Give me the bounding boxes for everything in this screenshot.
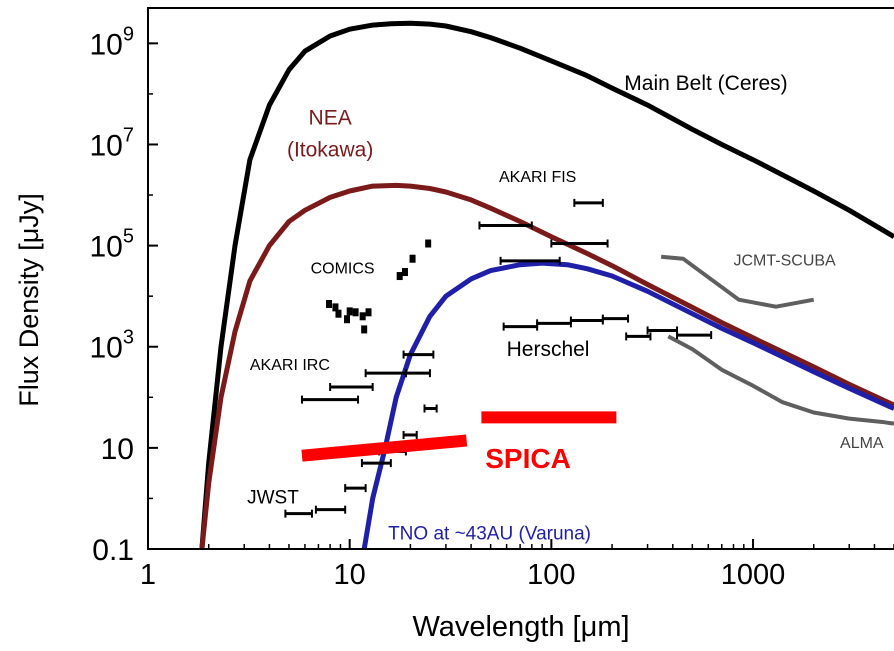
sensitivity-segment — [478, 221, 533, 230]
sensitivity-layer — [284, 198, 713, 518]
annotation-layer: Main Belt (Ceres) NEA (Itokawa) AKARI FIS CO… — [247, 72, 884, 544]
annotation-label: AKARI FIS — [499, 169, 576, 186]
instrument-layer — [660, 254, 894, 426]
annotation-label: TNO at ~43AU (Varuna) — [388, 523, 591, 544]
sensitivity-segment — [601, 314, 630, 323]
x-tick-label: 1 — [140, 559, 156, 591]
x-tick-label: 100 — [527, 559, 575, 591]
annotation-label: Herschel — [507, 338, 590, 361]
x-tick-label: 10 — [334, 559, 366, 591]
sensitivity-segment — [402, 350, 435, 359]
x-axis-ticks: 1 10 100 1000 — [140, 539, 894, 591]
y-tick-base: 10 — [90, 28, 123, 61]
x-axis-label: Wavelength [μm] — [412, 611, 629, 643]
sensitivity-segment — [314, 505, 347, 514]
y-axis-label: Flux Density [μJy] — [14, 193, 44, 407]
spica-layer — [301, 411, 617, 462]
annotation-label: (Itokawa) — [287, 138, 373, 161]
comics-point — [361, 325, 368, 334]
sensitivity-segment — [569, 316, 604, 325]
x-tick-label: 1000 — [721, 559, 786, 591]
spica-sensitivity-line — [301, 434, 468, 462]
y-tick-exponent: 3 — [123, 327, 134, 349]
series-line-0 — [199, 20, 894, 549]
sensitivity-segment — [502, 322, 539, 331]
comics-point — [344, 315, 351, 324]
comics-point — [326, 300, 333, 309]
comics-point — [335, 309, 342, 318]
comics-point — [346, 307, 353, 316]
annotation-label: ALMA — [840, 435, 884, 452]
comics-point — [352, 308, 359, 317]
y-tick-label: 109 — [90, 23, 135, 61]
annotation-label: SPICA — [485, 443, 571, 474]
sensitivity-segment — [676, 331, 713, 340]
y-tick-base: 10 — [90, 231, 123, 264]
sensitivity-segment — [573, 198, 604, 207]
series-line-2 — [361, 260, 894, 549]
y-tick-base: 0.1 — [92, 534, 134, 567]
plot-frame — [147, 7, 894, 550]
y-tick-label: 105 — [90, 226, 135, 264]
sensitivity-segment — [499, 256, 561, 265]
comics-point — [425, 239, 432, 248]
instrument-curve-1 — [667, 334, 894, 426]
sensitivity-segment — [300, 395, 360, 404]
comics-point — [359, 312, 366, 321]
annotation-label: Main Belt (Ceres) — [624, 72, 787, 95]
sensitivity-segment — [625, 332, 652, 341]
sensitivity-segment — [550, 239, 609, 248]
y-tick-exponent: 9 — [123, 23, 134, 45]
sensitivity-segment — [344, 484, 367, 493]
y-tick-label: 10 — [101, 433, 134, 466]
y-tick-label: 103 — [90, 327, 135, 365]
sensitivity-segment — [402, 430, 418, 439]
sensitivity-segment — [284, 509, 313, 518]
sensitivity-segment — [360, 459, 392, 468]
sensitivity-segment — [536, 319, 572, 328]
comics-point — [396, 272, 403, 281]
y-tick-base: 10 — [90, 332, 123, 365]
comics-point — [401, 268, 408, 277]
annotation-label: AKARI IRC — [250, 357, 330, 374]
annotation-label: JWST — [247, 487, 299, 508]
annotation-label: NEA — [309, 106, 352, 129]
comics-point — [409, 254, 416, 263]
y-tick-base: 10 — [90, 129, 123, 162]
y-tick-label: 107 — [90, 124, 135, 162]
comics-point — [332, 303, 339, 312]
series-line-1 — [199, 182, 894, 549]
annotation-label: COMICS — [311, 261, 375, 278]
series-layer — [199, 20, 894, 549]
y-tick-base: 10 — [101, 433, 134, 466]
sensitivity-segment — [364, 369, 407, 378]
sensitivity-segment — [646, 326, 679, 335]
comics-point — [365, 308, 372, 317]
sensitivity-segment — [404, 369, 431, 378]
annotation-label: JCMT-SCUBA — [733, 253, 836, 270]
sensitivity-segment — [329, 382, 374, 391]
y-tick-exponent: 7 — [123, 124, 134, 146]
instrument-curve-0 — [660, 254, 815, 309]
y-tick-exponent: 5 — [123, 226, 134, 248]
y-tick-label: 0.1 — [92, 534, 134, 567]
sensitivity-segment — [423, 404, 438, 413]
